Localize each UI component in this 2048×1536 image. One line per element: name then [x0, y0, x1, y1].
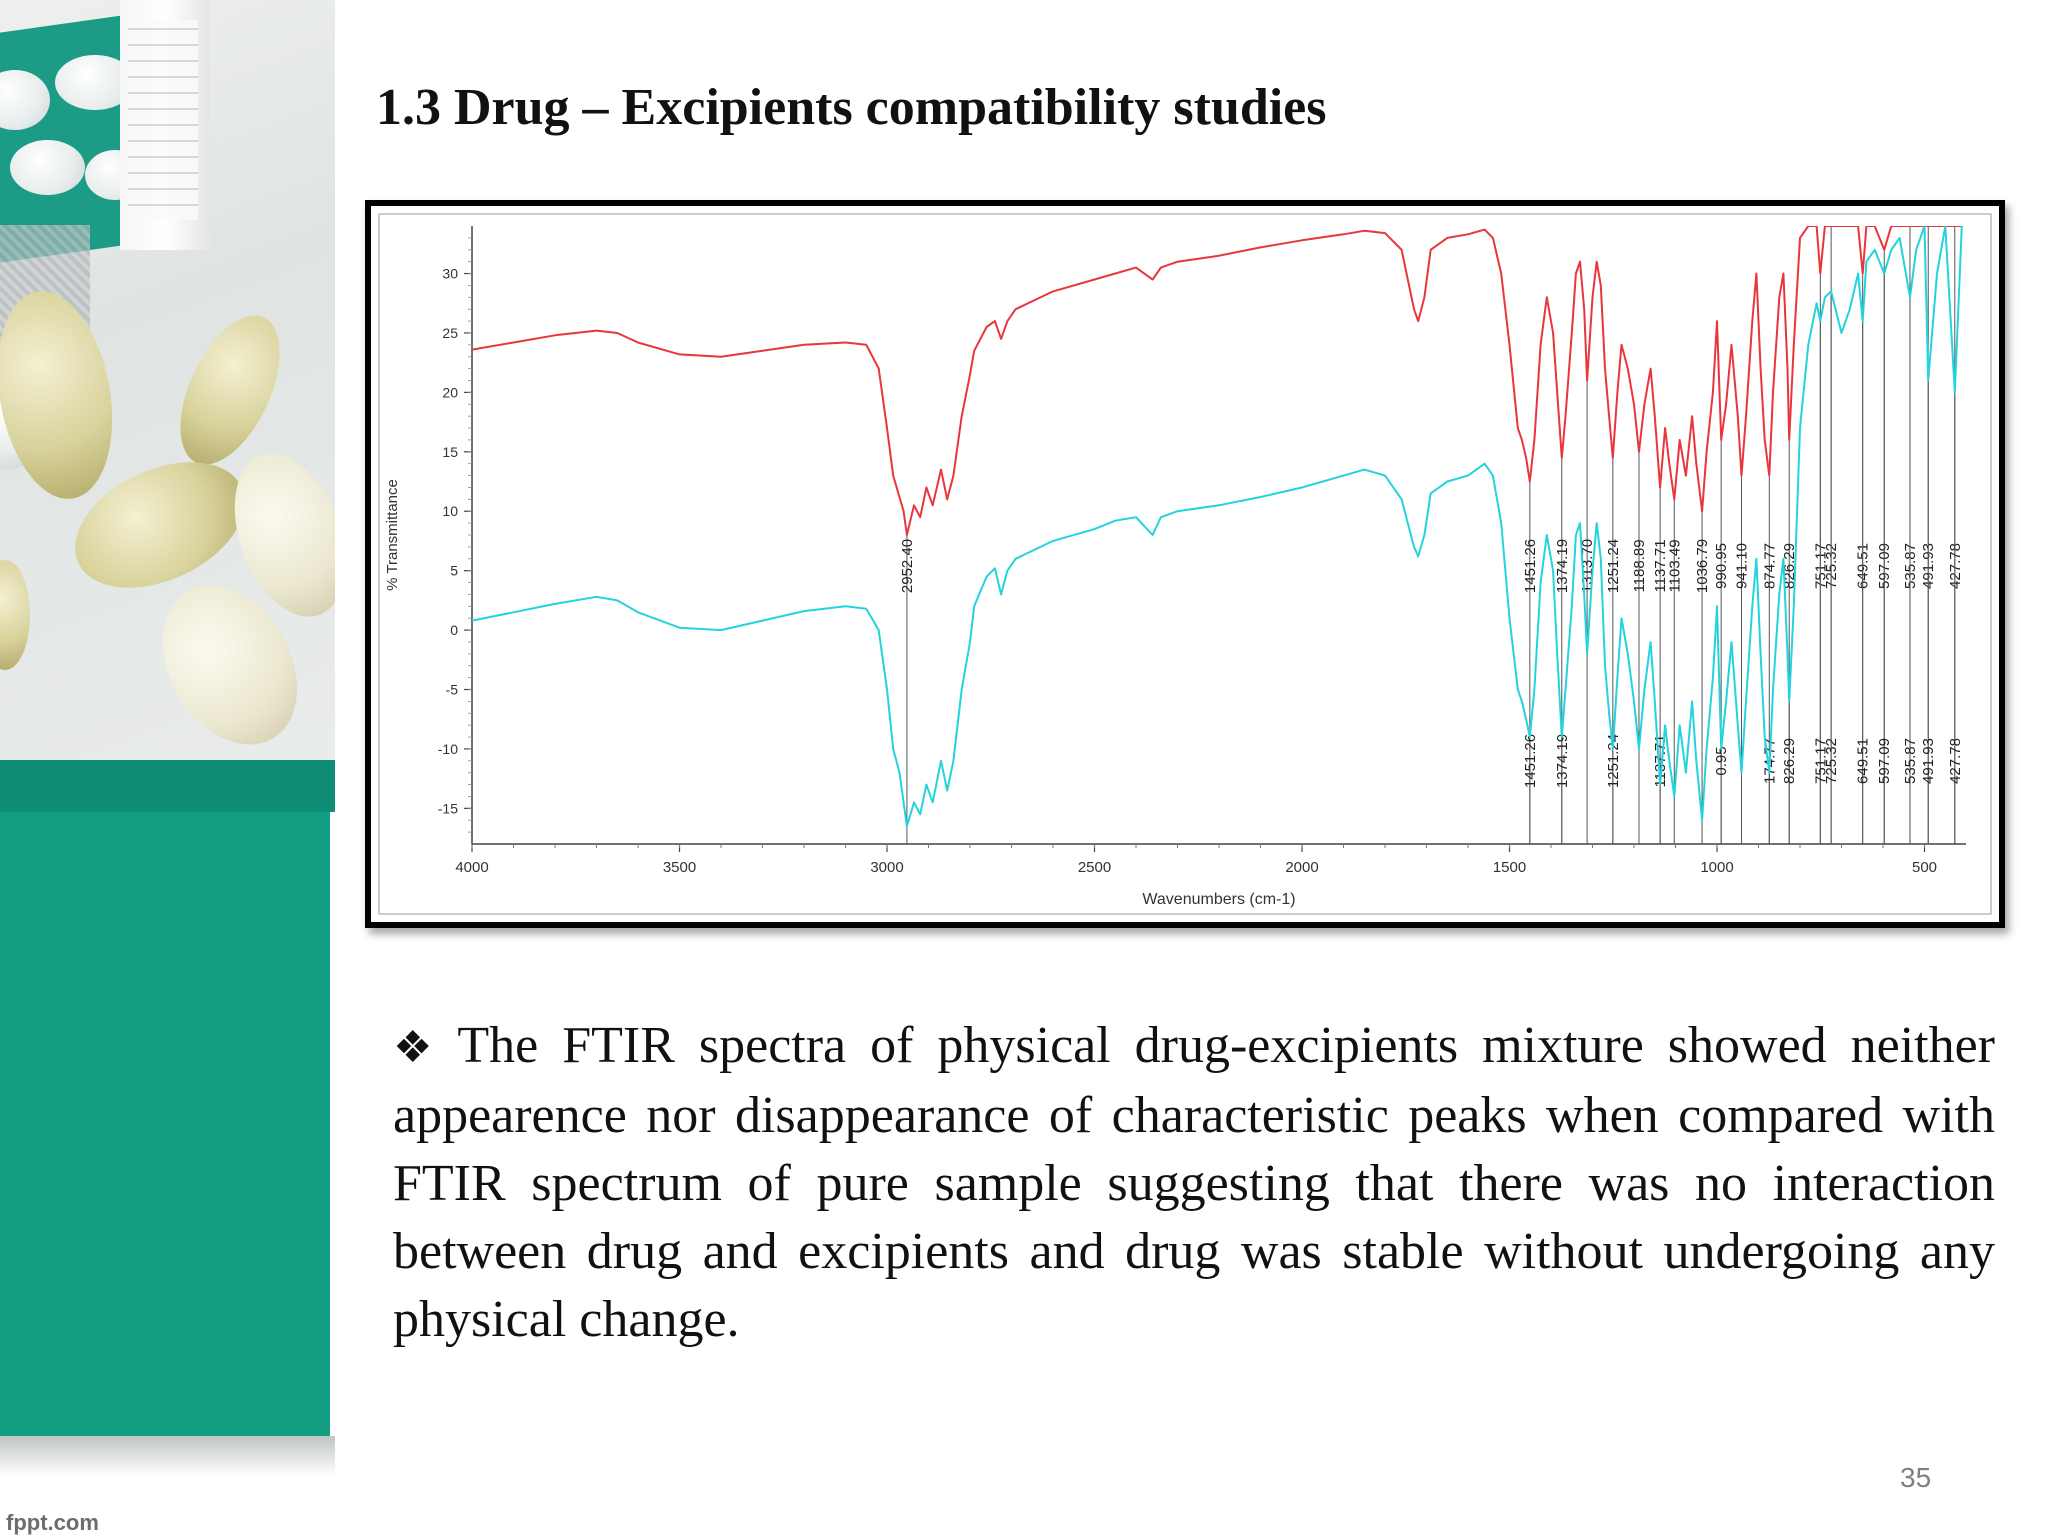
x-tick-label: 3500 — [663, 859, 696, 876]
y-tick-label: 10 — [442, 503, 458, 519]
y-tick-label: 20 — [442, 384, 458, 400]
cyan-peak-label: 535.87 — [1902, 738, 1919, 784]
spectrum-line-red — [472, 226, 1962, 536]
description-paragraph: ❖ The FTIR spectra of physical drug-excip… — [393, 1012, 1995, 1354]
plot-border — [378, 213, 1992, 915]
red-peak-label: 990.95 — [1713, 543, 1730, 589]
x-tick-label: 1000 — [1700, 859, 1733, 876]
pill-capsule — [0, 282, 128, 508]
x-tick-label: 2500 — [1078, 859, 1111, 876]
description-text: The FTIR spectra of physical drug-excipi… — [393, 1017, 1995, 1348]
cyan-peak-label: 1451.26 — [1522, 734, 1539, 788]
y-tick-label: -10 — [438, 741, 458, 757]
bottle-label — [128, 20, 198, 220]
red-peak-label: 1103.49 — [1666, 539, 1683, 592]
bullet-icon: ❖ — [393, 1023, 444, 1072]
cyan-peak-label: 491.93 — [1920, 738, 1937, 784]
y-tick-label: 0 — [450, 622, 458, 638]
ftir-chart-frame: 4000 3500 3000 2500 2000 1500 1000 500 30 25 20 15 1… — [365, 200, 2005, 928]
cyan-peak-label: 1137.71 — [1652, 734, 1669, 787]
x-tick-label: 4000 — [455, 859, 488, 876]
y-tick-label: -5 — [446, 682, 459, 698]
teal-block — [0, 812, 330, 1436]
cyan-peak-label: 649.51 — [1855, 738, 1872, 784]
red-peak-label: 1188.89 — [1631, 539, 1648, 592]
pill — [10, 140, 85, 195]
x-tick-label: 3000 — [870, 859, 903, 876]
cyan-peak-label: 751.17 — [1812, 738, 1829, 784]
red-peak-label: 1036.79 — [1694, 539, 1711, 593]
x-tick-label: 1500 — [1493, 859, 1526, 876]
red-peak-label: 1451.26 — [1522, 539, 1539, 593]
page-number: 35 — [1900, 1462, 1932, 1493]
fppt-logo: fppt.com — [6, 1510, 99, 1535]
cyan-peak-label: 597.09 — [1876, 738, 1893, 784]
red-peak-label: 941.10 — [1733, 543, 1750, 589]
y-tick-label: 30 — [442, 266, 458, 282]
ftir-chart: 4000 3500 3000 2500 2000 1500 1000 500 30 25 20 15 1… — [378, 213, 1992, 915]
red-peak-label: 874.77 — [1761, 543, 1778, 589]
slide-title: 1.3 Drug – Excipients compatibility stud… — [376, 79, 1327, 136]
teal-shadow — [0, 1436, 335, 1476]
pill-capsule — [159, 300, 301, 480]
y-tick-label: 5 — [450, 563, 458, 579]
red-peak-label: 1137.71 — [1652, 539, 1669, 592]
pills-photo — [0, 0, 335, 769]
spectrum-line-cyan — [472, 226, 1963, 828]
cyan-peak-label: 725.32 — [1823, 738, 1840, 784]
decorative-side-panel — [0, 0, 335, 1536]
red-peak-label: 1374.19 — [1554, 539, 1571, 593]
y-tick-label: -15 — [438, 800, 458, 816]
y-axis-label: % Transmittance — [384, 479, 401, 591]
cyan-peak-label: 1251.24 — [1605, 734, 1622, 788]
cyan-peak-label: 427.78 — [1947, 738, 1964, 784]
cyan-peak-label: 0.95 — [1713, 746, 1730, 775]
cyan-peak-label: 1374.19 — [1554, 734, 1571, 788]
red-peak-label: 2952.40 — [899, 539, 916, 593]
x-tick-label: 2000 — [1285, 859, 1318, 876]
y-tick-label: 25 — [442, 325, 458, 341]
pill-capsule — [0, 560, 30, 670]
x-tick-label: 500 — [1912, 859, 1937, 876]
x-axis-label: Wavenumbers (cm-1) — [1142, 891, 1295, 908]
cyan-peak-label: 826.29 — [1781, 738, 1798, 784]
teal-strip — [0, 760, 335, 812]
y-tick-label: 15 — [442, 444, 458, 460]
red-peak-label: 1251.24 — [1605, 539, 1622, 593]
